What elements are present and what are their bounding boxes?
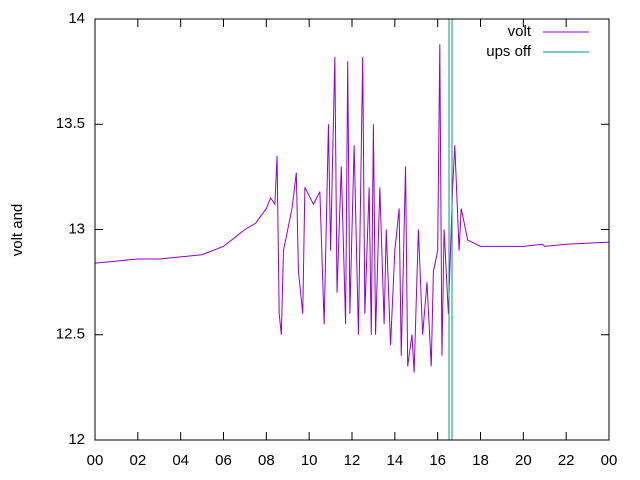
x-tick-label: 02 [129, 452, 146, 469]
series-line [94, 44, 610, 373]
x-tick-label: 22 [558, 452, 575, 469]
x-tick-label: 10 [301, 452, 318, 469]
x-tick-label: 12 [344, 452, 361, 469]
x-tick-label: 04 [172, 452, 189, 469]
y-axis-label: volt and [9, 204, 26, 257]
y-tick-label: 14 [68, 10, 85, 27]
x-tick-label: 06 [215, 452, 232, 469]
x-tick-label: 16 [429, 452, 446, 469]
x-tick-label: 08 [258, 452, 275, 469]
series-line [448, 18, 453, 440]
x-tick-label: 00 [601, 452, 618, 469]
x-tick-label: 00 [87, 452, 104, 469]
plot-border [94, 18, 610, 441]
y-tick-label: 13 [68, 220, 85, 237]
y-tick-label: 12 [68, 431, 85, 448]
y-tick-label: 13.5 [56, 115, 85, 132]
x-tick-label: 20 [515, 452, 532, 469]
y-tick-label: 12.5 [56, 326, 85, 343]
legend-label: volt [508, 23, 532, 40]
x-tick-label: 14 [386, 452, 403, 469]
legend-label: ups off [486, 43, 532, 60]
x-tick-label: 18 [472, 452, 489, 469]
